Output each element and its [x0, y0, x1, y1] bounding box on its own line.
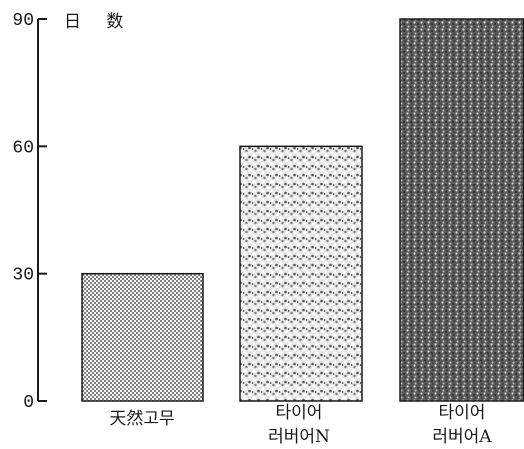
category-label-2-line-2: 러버어N	[268, 427, 330, 447]
y-tick-label: 60	[12, 138, 34, 158]
category-label-3-line-1: 타이어	[439, 403, 486, 423]
bar-layer	[81, 18, 524, 402]
category-label-3-line-2: 러버어A	[432, 427, 492, 447]
bar-1	[81, 272, 204, 402]
y-tick-label: 90	[12, 11, 34, 31]
bar-3	[399, 18, 524, 402]
category-label-1-line-1: 天然고무	[109, 409, 174, 429]
category-label-2-line-1: 타이어	[276, 403, 323, 423]
axis-layer: 0 30 60 90 日 数	[12, 11, 133, 413]
y-axis-unit-label: 日 数	[64, 12, 133, 32]
bar-2	[239, 145, 363, 402]
y-tick-label: 0	[23, 393, 34, 413]
y-tick-label: 30	[12, 266, 34, 286]
